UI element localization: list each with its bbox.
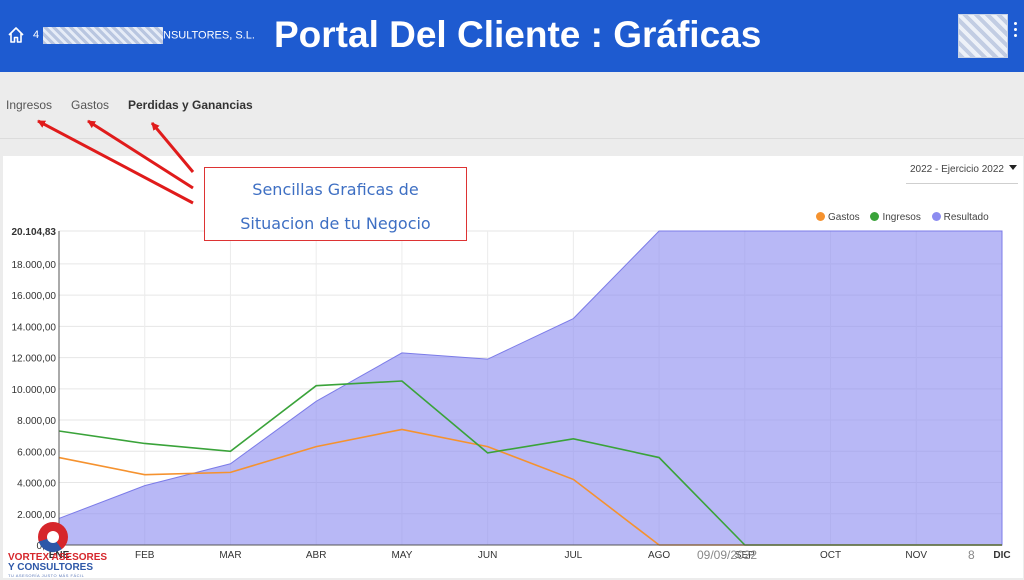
- chart: 2.000,00 4.000,00 6.000,00 8.000,00 10.000,0…: [12, 227, 1011, 561]
- tab-gastos[interactable]: Gastos: [71, 98, 110, 112]
- y-tick-label: 2.000,00: [17, 510, 56, 521]
- y-tick-label: 18.000,00: [12, 260, 57, 271]
- x-tick-label: FEB: [135, 550, 155, 561]
- y-tick-label: 14.000,00: [12, 322, 57, 333]
- year-select-value: 2022 - Ejercicio 2022: [910, 164, 1004, 175]
- callout-line-2: Situacion de tu Negocio: [240, 214, 431, 233]
- y-tick-label: 4.000,00: [17, 479, 56, 490]
- redacted-area: [43, 27, 163, 44]
- x-tick-label: DIC: [993, 550, 1010, 561]
- caret-down-icon: [1008, 165, 1017, 170]
- top-bar: 4 NSULTORES, S.L. Portal Del Cliente : Gr…: [0, 0, 1024, 72]
- arrow-to-gastos: [87, 119, 194, 190]
- logo-mark-icon: [38, 522, 68, 552]
- kebab-menu-icon[interactable]: [1014, 22, 1018, 40]
- logo-line-3: TU ASESORÍA JUSTO MÁS FÁCIL: [8, 573, 85, 578]
- tab-perdidas-ganancias[interactable]: Perdidas y Ganancias: [128, 98, 253, 112]
- logo-line-2: Y CONSULTORES: [8, 562, 94, 573]
- x-tick-label: NOV: [905, 550, 927, 561]
- legend-item-resultado[interactable]: Resultado: [931, 212, 989, 223]
- company-logo: VORTEX ASESORES Y CONSULTORES TU ASESORÍ…: [6, 522, 116, 578]
- legend-dot-icon: [816, 212, 825, 221]
- page-title: Portal Del Cliente : Gráficas: [274, 14, 762, 55]
- avatar[interactable]: [958, 14, 1008, 58]
- footer-date: 09/09/2022: [697, 548, 758, 562]
- legend-label: Gastos: [828, 212, 860, 223]
- tabs-divider: [0, 138, 1024, 139]
- legend-label: Ingresos: [882, 212, 921, 223]
- home-icon[interactable]: [6, 25, 26, 45]
- company-suffix: NSULTORES, S.L.: [163, 29, 255, 42]
- legend-item-gastos[interactable]: Gastos: [816, 212, 860, 223]
- x-tick-label: SEP: [735, 550, 755, 561]
- company-prefix: 4: [33, 29, 40, 42]
- y-tick-label: 8.000,00: [17, 416, 56, 427]
- arrow-to-ingresos: [37, 119, 194, 205]
- footer-page-number: 8: [968, 548, 975, 562]
- legend-item-ingresos[interactable]: Ingresos: [870, 212, 921, 223]
- legend-dot-icon: [931, 212, 941, 221]
- x-tick-label: JUN: [478, 550, 497, 561]
- chart-card: 2.000,00 4.000,00 6.000,00 8.000,00 10.000,0…: [3, 156, 1023, 578]
- x-tick-label: MAR: [219, 550, 241, 561]
- logo-line-1: VORTEX ASESORES: [8, 552, 108, 563]
- tab-ingresos[interactable]: Ingresos: [6, 98, 53, 112]
- x-tick-label: ABR: [306, 550, 327, 561]
- x-tick-label: OCT: [820, 550, 841, 561]
- y-tick-label: 20.104,83: [12, 227, 57, 238]
- y-tick-label: 6.000,00: [17, 447, 56, 458]
- x-tick-label: JUL: [564, 550, 582, 561]
- x-tick-label: MAY: [391, 550, 412, 561]
- legend-dot-icon: [870, 212, 880, 221]
- series-area-resultado: [58, 230, 1003, 546]
- legend-label: Resultado: [943, 212, 989, 223]
- y-tick-label: 16.000,00: [12, 291, 57, 302]
- callout-line-1: Sencillas Graficas de: [252, 180, 419, 199]
- chart-legend: Gastos Ingresos Resultado: [816, 212, 997, 223]
- arrow-to-perdidas: [150, 122, 195, 173]
- company-name: 4 NSULTORES, S.L.: [33, 27, 255, 44]
- y-tick-label: 10.000,00: [12, 385, 57, 396]
- x-tick-label: ENE: [49, 550, 70, 561]
- callout-box: Sencillas Graficas de Situacion de tu Ne…: [204, 167, 467, 241]
- y-tick-label: 12.000,00: [12, 354, 57, 365]
- select-underline: [906, 183, 1018, 184]
- year-select[interactable]: 2022 - Ejercicio 2022: [910, 164, 1017, 175]
- x-tick-label: AGO: [648, 550, 670, 561]
